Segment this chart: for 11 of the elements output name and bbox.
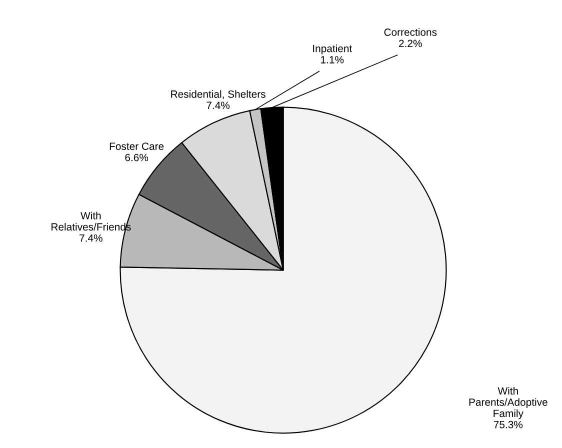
- slice-label: Residential, Shelters: [171, 90, 266, 100]
- data-label: 75.3%: [494, 420, 523, 428]
- data-label: 6.6%: [125, 154, 148, 162]
- data-label: 7.4%: [80, 234, 102, 242]
- data-label: 7.4%: [206, 102, 230, 110]
- slice-label: With Parents/Adoptive Family: [469, 386, 548, 420]
- data-label: 1.1%: [321, 56, 344, 64]
- slice-label: Foster Care: [110, 142, 164, 150]
- slice-label: Corrections: [384, 28, 437, 36]
- slice-label: Inpatient: [313, 44, 352, 54]
- data-label: 2.2%: [399, 40, 422, 48]
